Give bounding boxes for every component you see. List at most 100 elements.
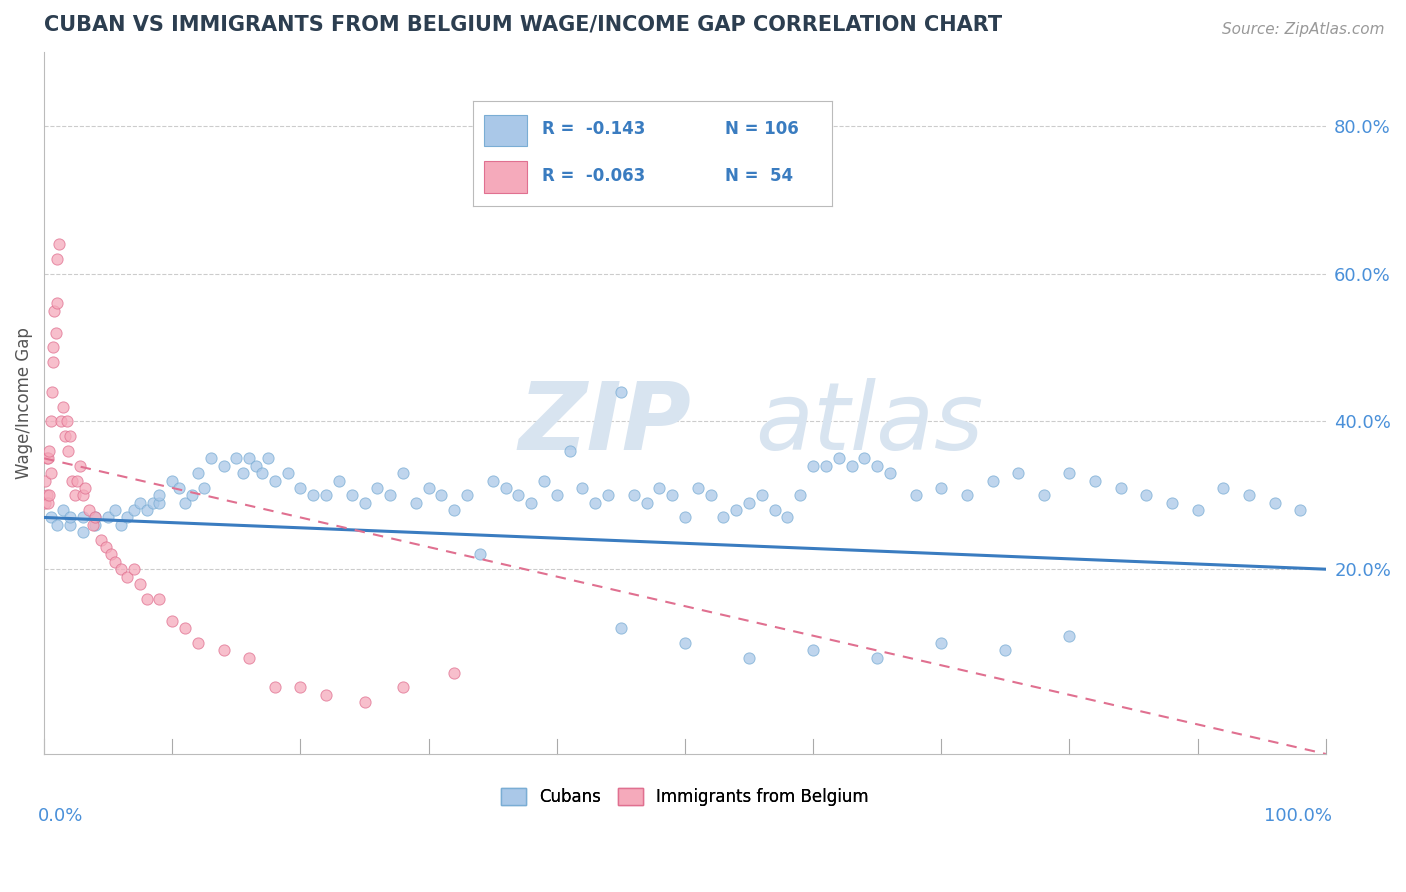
Point: [193, 481, 215, 495]
Point: [981, 474, 1004, 488]
Point: [1187, 503, 1209, 517]
Point: [42, 341, 65, 355]
Point: [353, 695, 375, 709]
Text: 100.0%: 100.0%: [1264, 806, 1333, 824]
Point: [418, 481, 440, 495]
Point: [699, 488, 721, 502]
Point: [1084, 474, 1107, 488]
Point: [122, 503, 145, 517]
Point: [129, 496, 152, 510]
Legend: Cubans, Immigrants from Belgium: Cubans, Immigrants from Belgium: [495, 780, 876, 813]
Point: [117, 569, 139, 583]
Point: [994, 643, 1017, 657]
Point: [53, 429, 76, 443]
Point: [801, 458, 824, 473]
Point: [45, 296, 67, 310]
Point: [35, 451, 58, 466]
Point: [52, 400, 75, 414]
Point: [1032, 488, 1054, 502]
Point: [162, 474, 184, 488]
Point: [340, 488, 363, 502]
Point: [45, 517, 67, 532]
Point: [610, 621, 633, 635]
Point: [89, 533, 111, 547]
Point: [443, 503, 465, 517]
Point: [117, 510, 139, 524]
Point: [866, 458, 889, 473]
Point: [212, 458, 235, 473]
Point: [84, 510, 107, 524]
Point: [1135, 488, 1157, 502]
Point: [180, 488, 202, 502]
Point: [673, 636, 696, 650]
Point: [232, 466, 254, 480]
Point: [315, 688, 337, 702]
Text: Source: ZipAtlas.com: Source: ZipAtlas.com: [1222, 22, 1385, 37]
Point: [84, 517, 107, 532]
Point: [39, 466, 62, 480]
Point: [583, 496, 606, 510]
Point: [558, 444, 581, 458]
Point: [135, 503, 157, 517]
Point: [263, 474, 285, 488]
Point: [763, 503, 786, 517]
Point: [110, 562, 132, 576]
Point: [72, 488, 94, 502]
Point: [315, 488, 337, 502]
Point: [148, 496, 170, 510]
Point: [42, 355, 65, 369]
Point: [100, 548, 122, 562]
Point: [37, 496, 59, 510]
Point: [48, 237, 70, 252]
Point: [82, 517, 104, 532]
Point: [725, 503, 748, 517]
Point: [72, 510, 94, 524]
Point: [353, 496, 375, 510]
Point: [430, 488, 453, 502]
Point: [52, 503, 75, 517]
Point: [686, 481, 709, 495]
Point: [1237, 488, 1260, 502]
Point: [39, 414, 62, 428]
Point: [853, 451, 876, 466]
Point: [801, 643, 824, 657]
Point: [1263, 496, 1285, 510]
Point: [97, 510, 120, 524]
Point: [596, 488, 619, 502]
Point: [1059, 629, 1081, 643]
Point: [250, 466, 273, 480]
Point: [789, 488, 811, 502]
Point: [58, 444, 80, 458]
Point: [302, 488, 325, 502]
Point: [35, 488, 58, 502]
Point: [110, 517, 132, 532]
Point: [1109, 481, 1132, 495]
Point: [104, 555, 127, 569]
Point: [187, 466, 209, 480]
Point: [866, 651, 889, 665]
Point: [200, 451, 222, 466]
Point: [1289, 503, 1312, 517]
Point: [879, 466, 901, 480]
Point: [366, 481, 388, 495]
Point: [468, 548, 491, 562]
Point: [59, 429, 82, 443]
Point: [636, 496, 658, 510]
Point: [238, 451, 260, 466]
Point: [59, 510, 82, 524]
Point: [263, 681, 285, 695]
Point: [328, 474, 350, 488]
Point: [623, 488, 645, 502]
Text: ZIP: ZIP: [519, 378, 692, 470]
Point: [956, 488, 979, 502]
Point: [738, 496, 761, 510]
Point: [481, 474, 503, 488]
Point: [610, 384, 633, 399]
Y-axis label: Wage/Income Gap: Wage/Income Gap: [15, 327, 32, 479]
Point: [929, 481, 952, 495]
Point: [1007, 466, 1029, 480]
Point: [456, 488, 478, 502]
Point: [533, 474, 555, 488]
Point: [443, 665, 465, 680]
Point: [673, 510, 696, 524]
